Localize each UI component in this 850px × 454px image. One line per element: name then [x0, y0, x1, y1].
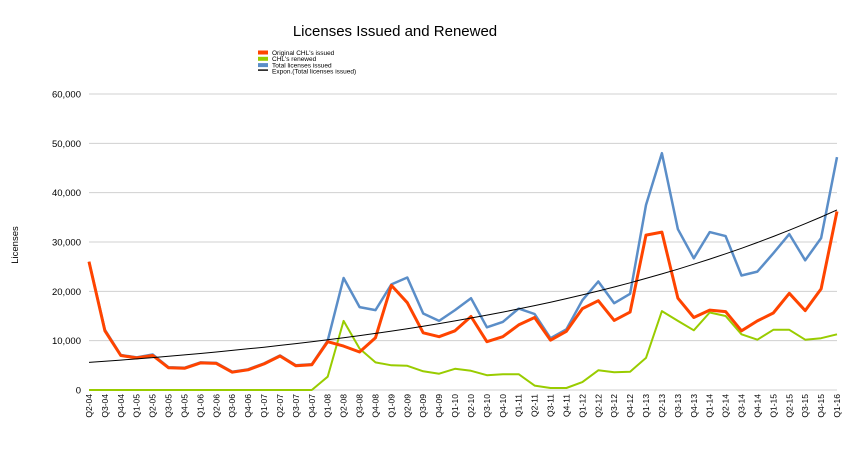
x-tick-label: Q1-15 — [768, 394, 778, 418]
legend-label: Expon.(Total licenses issued) — [272, 69, 356, 76]
y-axis-ticks: 0 10,000 20,000 30,000 40,000 50,000 60,000 — [52, 90, 81, 397]
x-tick-label: Q3-09 — [418, 394, 428, 418]
legend-label: CHL's renewed — [272, 56, 317, 63]
chart-title: Licenses Issued and Renewed — [293, 23, 497, 40]
x-tick-label: Q3-06 — [227, 394, 237, 418]
x-tick-label: Q3-11 — [546, 394, 556, 417]
x-tick-label: Q4-12 — [625, 394, 635, 418]
x-tick-label: Q1-12 — [577, 394, 587, 418]
x-tick-label: Q2-14 — [721, 394, 731, 418]
x-tick-label: Q2-08 — [339, 394, 349, 418]
x-tick-label: Q4-15 — [816, 394, 826, 418]
series-lines — [87, 151, 839, 391]
x-tick-label: Q2-15 — [784, 394, 794, 418]
x-tick-label: Q3-13 — [673, 394, 683, 418]
x-tick-label: Q2-05 — [148, 394, 158, 418]
x-tick-label: Q1-11 — [514, 394, 524, 417]
x-tick-label: Q4-04 — [116, 394, 126, 418]
x-tick-label: Q1-07 — [259, 394, 269, 418]
trendline — [88, 209, 838, 363]
x-tick-label: Q3-10 — [482, 394, 492, 418]
legend-swatch — [258, 69, 268, 71]
legend-swatch — [258, 56, 268, 61]
x-tick-label: Q2-09 — [402, 394, 412, 418]
x-tick-label: Q3-15 — [800, 394, 810, 418]
series-line-0 — [87, 211, 839, 374]
x-tick-label: Q1-09 — [386, 394, 396, 418]
y-tick-label: 40,000 — [52, 188, 81, 199]
x-tick-label: Q2-11 — [530, 394, 540, 417]
x-tick-label: Q4-14 — [752, 394, 762, 418]
x-tick-label: Q2-06 — [211, 394, 221, 418]
x-tick-label: Q3-05 — [164, 394, 174, 418]
x-axis-ticks: Q2-04 Q3-04 Q4-04 Q1-05 Q2-05 Q3-05 Q4-05 Q1-06… — [84, 394, 842, 418]
x-tick-label: Q2-13 — [657, 394, 667, 418]
x-tick-label: Q1-13 — [641, 394, 651, 418]
x-tick-label: Q4-05 — [179, 394, 189, 418]
y-tick-label: 0 — [76, 386, 81, 397]
x-tick-label: Q2-12 — [593, 394, 603, 418]
y-tick-label: 30,000 — [52, 238, 81, 249]
series-line-1 — [89, 310, 838, 391]
y-tick-label: 20,000 — [52, 287, 81, 298]
x-tick-label: Q1-10 — [450, 394, 460, 418]
legend-label: Original CHL's issued — [272, 50, 335, 57]
x-tick-label: Q1-05 — [132, 394, 142, 418]
x-tick-label: Q1-08 — [323, 394, 333, 418]
x-tick-label: Q1-14 — [705, 394, 715, 418]
y-tick-label: 50,000 — [52, 139, 81, 150]
x-tick-label: Q4-10 — [498, 394, 508, 418]
x-tick-label: Q4-11 — [561, 394, 571, 417]
legend-swatch — [258, 50, 268, 55]
x-tick-label: Q1-06 — [195, 394, 205, 418]
legend-label: Total licenses issued — [272, 62, 332, 69]
x-tick-label: Q1-16 — [832, 394, 842, 418]
x-tick-label: Q3-08 — [355, 394, 365, 418]
series-line-2 — [87, 151, 839, 373]
x-tick-label: Q3-14 — [737, 394, 747, 418]
x-tick-label: Q3-04 — [100, 394, 110, 418]
x-tick-label: Q4-08 — [370, 394, 380, 418]
x-tick-label: Q2-07 — [275, 394, 285, 418]
gridlines — [89, 93, 837, 391]
y-tick-label: 10,000 — [52, 336, 81, 347]
y-tick-label: 60,000 — [52, 90, 81, 101]
x-tick-label: Q4-07 — [307, 394, 317, 418]
x-tick-label: Q4-06 — [243, 394, 253, 418]
x-tick-label: Q2-04 — [84, 394, 94, 418]
x-tick-label: Q2-10 — [466, 394, 476, 418]
y-axis-label: Licenses — [10, 226, 21, 264]
x-tick-label: Q4-13 — [689, 394, 699, 418]
x-tick-label: Q4-09 — [434, 394, 444, 418]
x-tick-label: Q3-12 — [609, 394, 619, 418]
legend-swatch — [258, 63, 268, 68]
x-tick-label: Q3-07 — [291, 394, 301, 418]
